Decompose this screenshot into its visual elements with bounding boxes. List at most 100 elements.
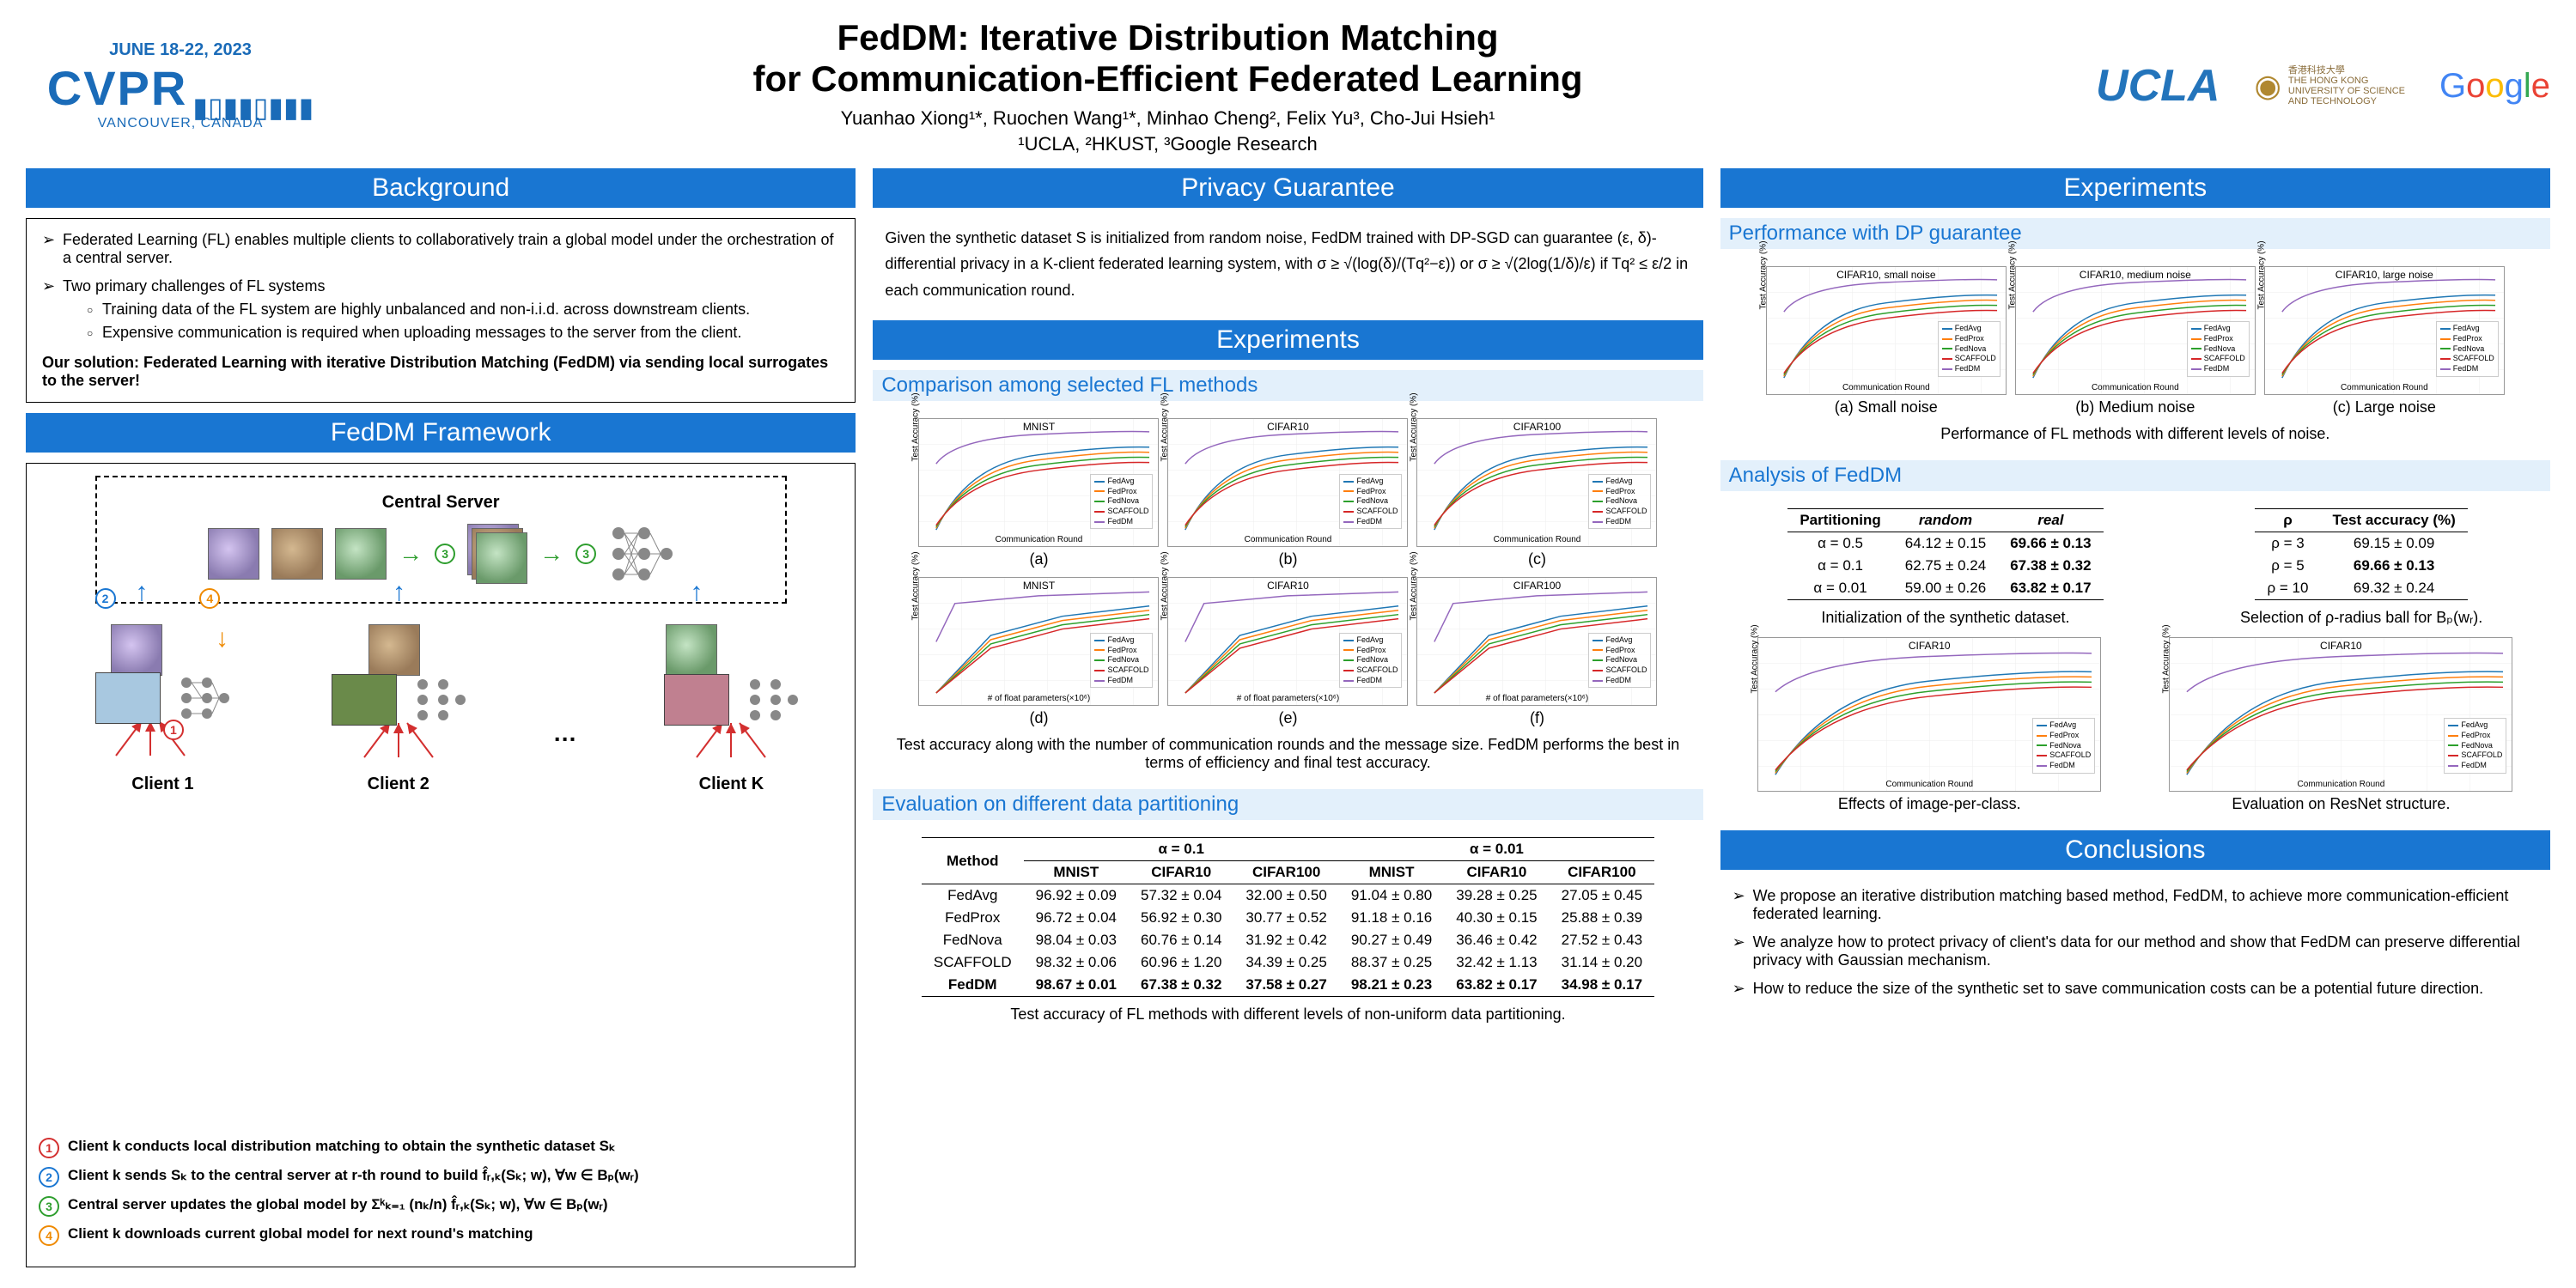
ellipsis-icon: … [553, 720, 577, 747]
line-chart: CIFAR10Test Accuracy (%)Communication Ro… [1757, 637, 2101, 792]
conclusions-body: We propose an iterative distribution mat… [1720, 880, 2550, 1015]
chart-sublabel: (b) [1278, 550, 1297, 568]
background-body: Federated Learning (FL) enables multiple… [26, 218, 856, 403]
conclusion-2: We analyze how to protect privacy of cli… [1733, 933, 2538, 969]
up-arrow-icon: ↑ [135, 578, 148, 607]
cvpr-block: JUNE 18-22, 2023 CVPR ▮▯▮▮▯▮▮▮ VANCOUVER… [26, 40, 335, 131]
hkust-en3: AND TECHNOLOGY [2288, 96, 2405, 106]
chart-sublabel: (f) [1530, 709, 1544, 727]
hkust-en2: UNIVERSITY OF SCIENCE [2288, 86, 2405, 96]
chart-sublabel: (b) Medium noise [2075, 398, 2195, 416]
line-chart: CIFAR10Test Accuracy (%)Communication Ro… [2169, 637, 2512, 792]
ucla-logo: UCLA [2096, 60, 2220, 112]
line-chart: MNISTTest Accuracy (%)Communication Roun… [918, 418, 1159, 547]
chart-item: MNISTTest Accuracy (%)# of float paramet… [918, 577, 1159, 727]
privacy-header: Privacy Guarantee [873, 168, 1702, 208]
columns: Background Federated Learning (FL) enabl… [26, 168, 2550, 1267]
dp-charts: CIFAR10, small noiseTest Accuracy (%)Com… [1720, 259, 2550, 450]
server-thumb [271, 528, 323, 580]
partition-caption: Test accuracy of FL methods with differe… [885, 1005, 1690, 1024]
analysis-body: Partitioningrandomrealα = 0.564.12 ± 0.1… [1720, 501, 2550, 820]
privacy-text: Given the synthetic dataset S is initial… [885, 229, 1688, 299]
server-box: Central Server → 3 → 3 [95, 476, 787, 604]
line-chart: CIFAR100Test Accuracy (%)Communication R… [1416, 418, 1657, 547]
column-center: Privacy Guarantee Given the synthetic da… [873, 168, 1702, 1267]
background-sub2: Expensive communication is required when… [87, 324, 839, 342]
rho-table: ρTest accuracy (%)ρ = 369.15 ± 0.09ρ = 5… [2255, 508, 2467, 600]
exp-sub-comparison: Comparison among selected FL methods [873, 370, 1702, 401]
step1-num: 1 [39, 1138, 59, 1158]
client-synth-thumb [111, 624, 162, 676]
comparison-charts: MNISTTest Accuracy (%)Communication Roun… [873, 411, 1702, 779]
column-right: Experiments Performance with DP guarante… [1720, 168, 2550, 1267]
up-arrow-icon: ↑ [393, 578, 405, 607]
chart-item: CIFAR10Test Accuracy (%)Communication Ro… [1167, 418, 1408, 568]
clients-row: ↑ ↑ ↑ 2 4 ↓ 1 Client 1 [39, 672, 843, 794]
client-2: Client 2 [330, 674, 467, 794]
chart-item: CIFAR10Test Accuracy (%)Communication Ro… [1757, 637, 2101, 813]
chart-sublabel: (a) Small noise [1835, 398, 1938, 416]
server-thumb [208, 528, 259, 580]
client-image-icon [332, 674, 397, 726]
chart-item: CIFAR10, large noiseTest Accuracy (%)Com… [2264, 266, 2505, 416]
background-solution: Our solution: Federated Learning with it… [42, 354, 839, 390]
experiments-header: Experiments [873, 320, 1702, 360]
partition-table: Methodα = 0.1α = 0.01MNISTCIFAR10CIFAR10… [922, 837, 1654, 997]
client2-label: Client 2 [330, 775, 467, 794]
hkust-en1: THE HONG KONG [2288, 76, 2405, 86]
poster-title-line1: FedDM: Iterative Distribution Matching [335, 17, 2001, 58]
comparison-caption: Test accuracy along with the number of c… [885, 736, 1690, 772]
chart-item: CIFAR10, medium noiseTest Accuracy (%)Co… [2015, 266, 2256, 416]
dp-caption: Performance of FL methods with different… [1733, 425, 2538, 443]
poster-header: JUNE 18-22, 2023 CVPR ▮▯▮▮▯▮▮▮ VANCOUVER… [26, 17, 2550, 155]
step-list: 1Client k conducts local distribution ma… [39, 1138, 843, 1255]
chart-sublabel: (c) Large noise [2333, 398, 2436, 416]
line-chart: CIFAR10Test Accuracy (%)Communication Ro… [1167, 418, 1408, 547]
client1-label: Client 1 [82, 775, 244, 794]
step2-text: Client k sends Sₖ to the central server … [68, 1167, 639, 1184]
chart-sublabel: Effects of image-per-class. [1838, 795, 2021, 813]
framework-diagram: Central Server → 3 → 3 [26, 463, 856, 1267]
step2-marker: 2 [95, 588, 116, 609]
up-arrow-icon: ↑ [690, 578, 703, 607]
hkust-shield-icon: ◉ [2254, 68, 2281, 104]
server-thumb [335, 528, 387, 580]
chart-sublabel: (e) [1278, 709, 1297, 727]
line-chart: CIFAR10Test Accuracy (%)# of float param… [1167, 577, 1408, 706]
chart-item: CIFAR100Test Accuracy (%)# of float para… [1416, 577, 1657, 727]
background-item1: Federated Learning (FL) enables multiple… [42, 231, 839, 267]
affiliations: ¹UCLA, ²HKUST, ³Google Research [335, 133, 2001, 155]
network-icon [178, 672, 229, 724]
step3-marker: 3 [575, 544, 596, 564]
line-chart: CIFAR100Test Accuracy (%)# of float para… [1416, 577, 1657, 706]
client-k: Client K [662, 674, 800, 794]
chart-item: MNISTTest Accuracy (%)Communication Roun… [918, 418, 1159, 568]
init-caption: Initialization of the synthetic dataset. [1787, 609, 2103, 627]
background-item2: Two primary challenges of FL systems Tra… [42, 277, 839, 342]
rho-caption: Selection of ρ-radius ball for Bₚ(wᵣ). [2240, 609, 2482, 627]
server-label: Central Server [123, 493, 759, 513]
exp-sub-analysis: Analysis of FedDM [1720, 460, 2550, 491]
chart-item: CIFAR10Test Accuracy (%)# of float param… [1167, 577, 1408, 727]
network-icon [746, 674, 798, 726]
chart-item: CIFAR100Test Accuracy (%)Communication R… [1416, 418, 1657, 568]
partition-table-wrap: Methodα = 0.1α = 0.01MNISTCIFAR10CIFAR10… [873, 830, 1702, 1030]
step4-marker: 4 [199, 588, 220, 609]
authors: Yuanhao Xiong¹*, Ruochen Wang¹*, Minhao … [335, 107, 2001, 130]
conclusion-1: We propose an iterative distribution mat… [1733, 887, 2538, 923]
client-image-icon [664, 674, 729, 726]
step2-num: 2 [39, 1167, 59, 1188]
arrow-icon: → [399, 540, 423, 568]
server-stack [467, 524, 527, 584]
conclusions-header: Conclusions [1720, 830, 2550, 870]
line-chart: CIFAR10, small noiseTest Accuracy (%)Com… [1766, 266, 2007, 395]
client-1: 1 Client 1 [82, 672, 244, 794]
step4-num: 4 [39, 1225, 59, 1246]
privacy-body: Given the synthetic dataset S is initial… [873, 218, 1702, 311]
experiments-header-right: Experiments [1720, 168, 2550, 208]
step3-text: Central server updates the global model … [68, 1196, 608, 1213]
step1-marker: 1 [163, 720, 184, 740]
chart-sublabel: (d) [1029, 709, 1048, 727]
title-block: FedDM: Iterative Distribution Matching f… [335, 17, 2001, 155]
chart-item: CIFAR10, small noiseTest Accuracy (%)Com… [1766, 266, 2007, 416]
